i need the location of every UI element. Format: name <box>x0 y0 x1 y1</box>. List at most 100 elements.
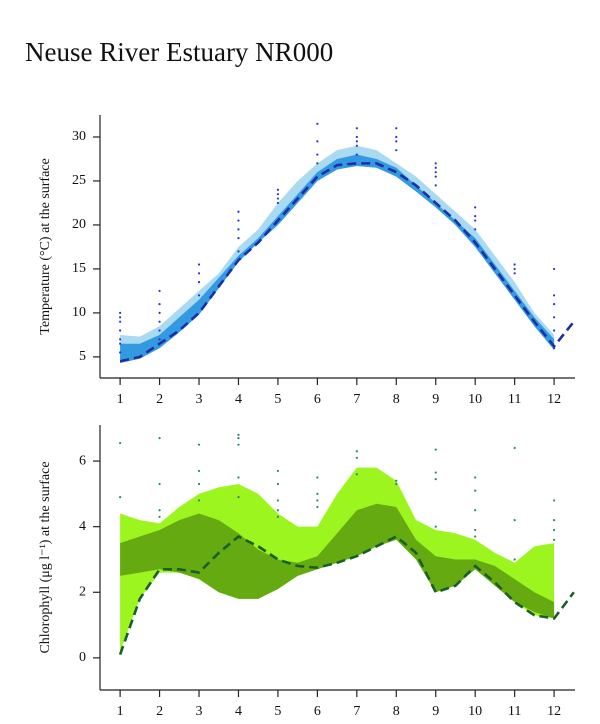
point <box>158 338 161 341</box>
point <box>237 210 240 213</box>
point <box>119 338 122 341</box>
point <box>197 294 201 297</box>
point <box>355 144 358 147</box>
point <box>237 496 240 499</box>
point <box>197 281 201 284</box>
point <box>237 433 240 436</box>
y-tick-label: 5 <box>79 349 86 364</box>
x-tick-label: 12 <box>547 392 561 407</box>
x-tick-label: 1 <box>117 704 124 719</box>
point <box>316 492 319 495</box>
x-tick-label: 11 <box>508 704 521 719</box>
point <box>513 272 516 275</box>
y-axis-label: Chlorophyll (μg l⁻¹) at the surface <box>38 461 53 653</box>
point <box>513 446 516 450</box>
y-tick-label: 6 <box>79 453 86 468</box>
point <box>119 329 122 332</box>
point <box>474 509 477 512</box>
x-tick-label: 6 <box>314 392 321 407</box>
point <box>316 476 319 479</box>
x-tick-label: 4 <box>235 704 242 719</box>
point <box>237 476 240 479</box>
point <box>316 505 319 509</box>
point <box>237 228 240 231</box>
x-tick-label: 8 <box>393 392 400 407</box>
point <box>119 320 122 323</box>
point <box>552 294 556 297</box>
point <box>276 515 280 518</box>
point <box>355 473 358 476</box>
y-tick-label: 25 <box>72 173 86 188</box>
point <box>158 515 161 518</box>
point <box>316 162 319 165</box>
point <box>434 171 437 174</box>
point <box>158 311 161 315</box>
point <box>158 329 161 332</box>
point <box>552 316 556 319</box>
x-tick-label: 1 <box>117 392 124 407</box>
point <box>513 558 516 561</box>
point <box>197 263 201 266</box>
point <box>316 153 319 156</box>
x-tick-label: 4 <box>235 392 242 407</box>
band <box>120 145 555 364</box>
page-title: Neuse River Estuary NR000 <box>25 37 333 67</box>
point <box>237 250 240 253</box>
band <box>120 154 555 364</box>
x-tick-label: 9 <box>432 704 439 719</box>
point <box>237 443 240 446</box>
point <box>355 127 358 130</box>
point <box>395 140 398 143</box>
point <box>119 496 122 499</box>
point <box>474 476 477 479</box>
band <box>120 503 555 619</box>
point <box>552 346 556 350</box>
point <box>434 162 437 165</box>
point <box>276 499 280 502</box>
point <box>395 479 398 482</box>
point <box>552 538 556 541</box>
point <box>158 482 161 486</box>
y-tick-label: 30 <box>72 129 86 144</box>
x-tick-label: 7 <box>353 704 360 719</box>
point <box>237 219 240 222</box>
line <box>118 534 575 656</box>
point <box>434 448 437 451</box>
point <box>276 482 280 486</box>
point <box>513 519 516 522</box>
x-tick-label: 11 <box>508 392 521 407</box>
x-tick-label: 9 <box>432 392 439 407</box>
point <box>276 193 280 196</box>
point <box>434 175 437 178</box>
x-tick-label: 3 <box>196 704 203 719</box>
point <box>276 469 280 473</box>
point <box>474 215 477 218</box>
y-tick-label: 2 <box>79 584 86 599</box>
point <box>552 267 556 271</box>
x-tick-label: 5 <box>274 704 281 719</box>
point <box>197 499 201 502</box>
point <box>552 303 556 306</box>
point <box>434 478 437 481</box>
point <box>474 489 477 492</box>
point <box>158 509 161 512</box>
point <box>316 122 319 125</box>
point <box>474 228 477 231</box>
point <box>355 153 358 156</box>
x-tick-label: 5 <box>274 392 281 407</box>
point <box>355 135 358 139</box>
x-tick-label: 7 <box>353 392 360 407</box>
point <box>119 351 122 354</box>
point <box>395 482 398 486</box>
line <box>119 162 575 363</box>
point <box>158 320 161 323</box>
x-tick-label: 12 <box>547 704 561 719</box>
point <box>434 471 437 474</box>
y-tick-label: 0 <box>79 650 86 665</box>
point <box>237 437 240 440</box>
point <box>552 329 556 332</box>
point <box>474 206 477 209</box>
y-axis-label: Temperature (°C) at the surface <box>38 158 53 334</box>
x-tick-label: 8 <box>393 704 400 719</box>
